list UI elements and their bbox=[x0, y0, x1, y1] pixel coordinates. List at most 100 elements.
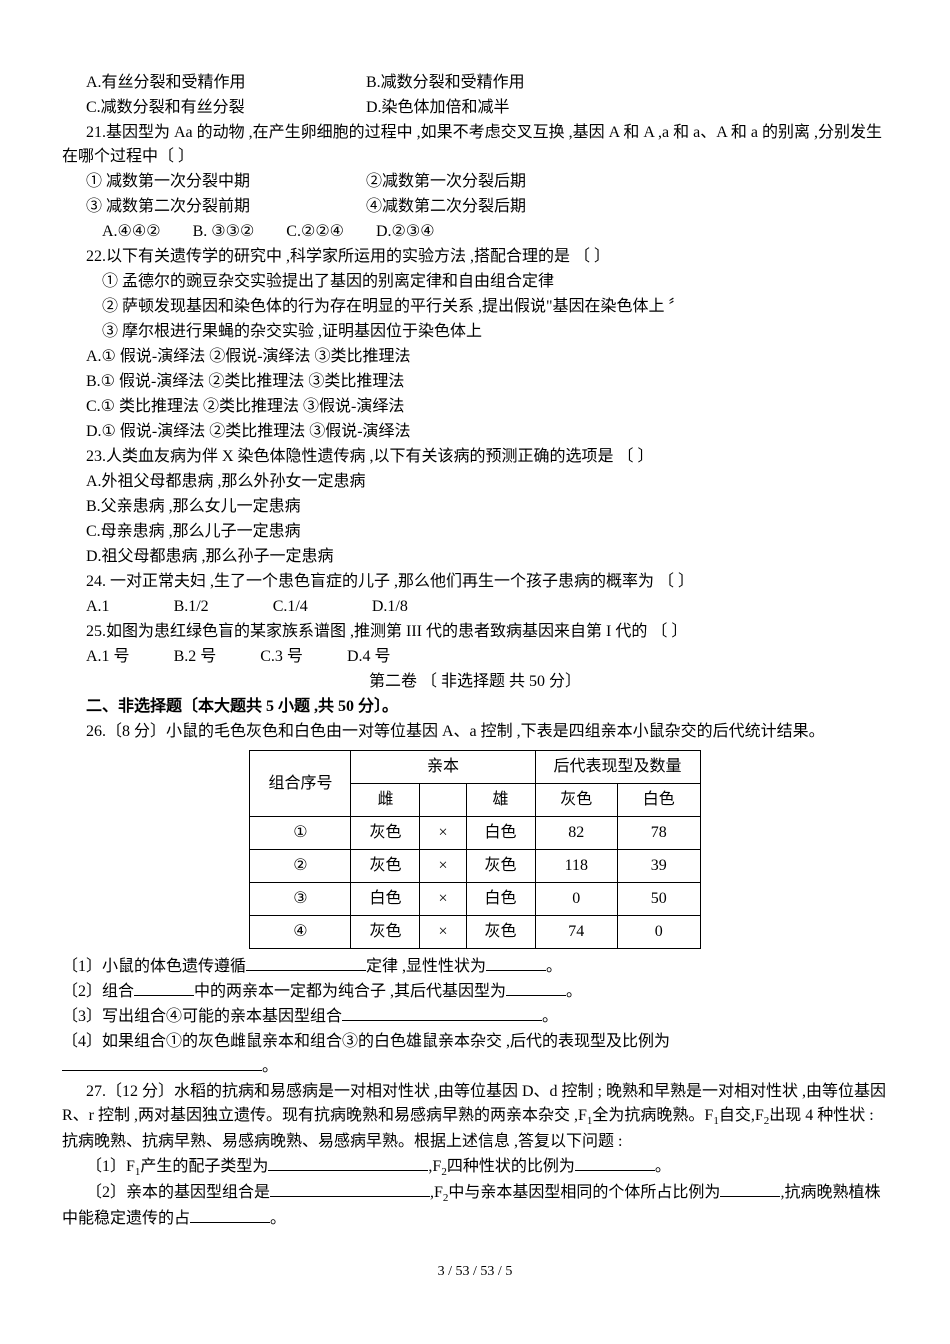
q27-stem-c: 自交,F bbox=[719, 1107, 764, 1124]
q23-B: B.父亲患病 ,那么女儿一定患病 bbox=[62, 495, 888, 519]
blank bbox=[190, 1207, 270, 1223]
q21-B: B. ③③② bbox=[193, 223, 255, 240]
q23-A: A.外祖父母都患病 ,那么外孙女一定患病 bbox=[62, 470, 888, 494]
q25-D: D.4 号 bbox=[347, 648, 391, 665]
cell-x: × bbox=[420, 883, 466, 916]
table-row: ④ 灰色 × 灰色 74 0 bbox=[250, 916, 700, 949]
cell-x: × bbox=[420, 817, 466, 850]
cell-ci: 灰色 bbox=[351, 817, 420, 850]
cell-ci: 白色 bbox=[351, 883, 420, 916]
q26-sub4c: 。 bbox=[262, 1058, 278, 1075]
q23-C: C.母亲患病 ,那么儿子一定患病 bbox=[62, 520, 888, 544]
cell-gray: 118 bbox=[535, 850, 618, 883]
q27-sub2: 〔2〕亲本的基因型组合是,F2中与亲本基因型相同的个体所占比例为,抗病晚熟植株中… bbox=[62, 1181, 888, 1231]
q26-sub1: 〔1〕小鼠的体色遗传遵循 定律 ,显性性状为 。 bbox=[62, 955, 888, 979]
q20-D: D.染色体加倍和减半 bbox=[342, 96, 888, 120]
th-blank bbox=[420, 784, 466, 817]
cell-gray: 82 bbox=[535, 817, 618, 850]
q24-C: C.1/4 bbox=[273, 598, 308, 615]
blank bbox=[134, 980, 194, 996]
q27-sub1c: ,F bbox=[428, 1158, 441, 1175]
q20-row2: C.减数分裂和有丝分裂 D.染色体加倍和减半 bbox=[62, 96, 888, 120]
q24-A: A.1 bbox=[86, 598, 110, 615]
q25-stem: 25.如图为患红绿色盲的某家族系谱图 ,推测第 III 代的患者致病基因来自第 … bbox=[62, 620, 888, 644]
q21-opt3: ③ 减数第二次分裂前期 bbox=[62, 195, 342, 219]
cell-id: ③ bbox=[250, 883, 351, 916]
q24-stem: 24. 一对正常夫妇 ,生了一个患色盲症的儿子 ,那么他们再生一个孩子患病的概率… bbox=[62, 570, 888, 594]
q21-opts2: ③ 减数第二次分裂前期 ④减数第二次分裂后期 bbox=[62, 195, 888, 219]
q24-B: B.1/2 bbox=[174, 598, 209, 615]
cell-gray: 74 bbox=[535, 916, 618, 949]
q26-sub4-blank: 。 bbox=[62, 1055, 888, 1079]
table-row: ① 灰色 × 白色 82 78 bbox=[250, 817, 700, 850]
cell-id: ② bbox=[250, 850, 351, 883]
q26-sub2c: 。 bbox=[566, 983, 582, 1000]
th-ci: 雌 bbox=[351, 784, 420, 817]
q27-sub1e: 。 bbox=[655, 1158, 671, 1175]
th-white: 白色 bbox=[618, 784, 701, 817]
q21-D: D.②③④ bbox=[376, 223, 435, 240]
q22-A: A.① 假说-演绎法 ②假说-演绎法 ③类比推理法 bbox=[62, 345, 888, 369]
cell-id: ④ bbox=[250, 916, 351, 949]
part2-title: 二、非选择题〔本大题共 5 小题 ,共 50 分〕。 bbox=[62, 695, 888, 719]
blank bbox=[506, 980, 566, 996]
blank bbox=[62, 1055, 262, 1071]
q22-C: C.① 类比推理法 ②类比推理法 ③假说-演绎法 bbox=[62, 395, 888, 419]
cell-white: 50 bbox=[618, 883, 701, 916]
q27-sub2b: ,F bbox=[430, 1184, 443, 1201]
th-parent: 亲本 bbox=[351, 751, 535, 784]
cell-x: × bbox=[420, 850, 466, 883]
section2-title: 第二卷 〔 非选择题 共 50 分〕 bbox=[62, 670, 888, 694]
q27-sub2c: 中与亲本基因型相同的个体所占比例为 bbox=[448, 1184, 720, 1201]
q25-C: C.3 号 bbox=[260, 648, 303, 665]
blank bbox=[575, 1155, 655, 1171]
q20-A: A.有丝分裂和受精作用 bbox=[62, 71, 342, 95]
q21-opt1: ① 减数第一次分裂中期 bbox=[62, 170, 342, 194]
q25-B: B.2 号 bbox=[174, 648, 217, 665]
q24-D: D.1/8 bbox=[372, 598, 408, 615]
q26-stem: 26.〔8 分〕小鼠的毛色灰色和白色由一对等位基因 A、a 控制 ,下表是四组亲… bbox=[62, 720, 888, 744]
q26-sub1c: 。 bbox=[546, 958, 562, 975]
cell-xiong: 灰色 bbox=[466, 850, 535, 883]
blank bbox=[342, 1005, 542, 1021]
th-offspring: 后代表现型及数量 bbox=[535, 751, 700, 784]
q22-s1: ① 孟德尔的豌豆杂交实验提出了基因的别离定律和自由组合定律 bbox=[62, 270, 888, 294]
q21-answers: A.④④② B. ③③② C.②②④ D.②③④ bbox=[62, 220, 888, 244]
th-xiong: 雄 bbox=[466, 784, 535, 817]
q21-A: A.④④② bbox=[102, 223, 161, 240]
q21-stem: 21.基因型为 Aa 的动物 ,在产生卵细胞的过程中 ,如果不考虑交叉互换 ,基… bbox=[62, 121, 888, 169]
cell-gray: 0 bbox=[535, 883, 618, 916]
q22-s2: ② 萨顿发现基因和染色体的行为存在明显的平行关系 ,提出假说"基因在染色体上 〞 bbox=[62, 295, 888, 319]
q26-sub1a: 〔1〕小鼠的体色遗传遵循 bbox=[62, 958, 246, 975]
cell-xiong: 白色 bbox=[466, 883, 535, 916]
cell-ci: 灰色 bbox=[351, 916, 420, 949]
cell-white: 0 bbox=[618, 916, 701, 949]
table-header-row1: 组合序号 亲本 后代表现型及数量 bbox=[250, 751, 700, 784]
q27-sub1: 〔1〕F1产生的配子类型为,F2四种性状的比例为。 bbox=[62, 1155, 888, 1181]
q26-sub3c: 。 bbox=[542, 1008, 558, 1025]
q23-stem: 23.人类血友病为伴 X 染色体隐性遗传病 ,以下有关该病的预测正确的选项是 〔… bbox=[62, 445, 888, 469]
q26-sub3a: 〔3〕写出组合④可能的亲本基因型组合 bbox=[62, 1008, 342, 1025]
q26-sub3: 〔3〕写出组合④可能的亲本基因型组合 。 bbox=[62, 1005, 888, 1029]
q21-opt4: ④减数第二次分裂后期 bbox=[342, 195, 888, 219]
cell-id: ① bbox=[250, 817, 351, 850]
blank bbox=[268, 1155, 428, 1171]
q21-opts1: ① 减数第一次分裂中期 ②减数第一次分裂后期 bbox=[62, 170, 888, 194]
blank bbox=[246, 955, 366, 971]
th-gray: 灰色 bbox=[535, 784, 618, 817]
q26-sub2: 〔2〕组合中的两亲本一定都为纯合子 ,其后代基因型为。 bbox=[62, 980, 888, 1004]
q22-stem: 22.以下有关遗传学的研究中 ,科学家所运用的实验方法 ,搭配合理的是 〔 〕 bbox=[62, 245, 888, 269]
table-row: ③ 白色 × 白色 0 50 bbox=[250, 883, 700, 916]
blank bbox=[720, 1181, 780, 1197]
cell-white: 39 bbox=[618, 850, 701, 883]
cell-xiong: 白色 bbox=[466, 817, 535, 850]
q20-row1: A.有丝分裂和受精作用 B.减数分裂和受精作用 bbox=[62, 71, 888, 95]
q21-opt2: ②减数第一次分裂后期 bbox=[342, 170, 888, 194]
page-footer: 3 / 53 / 53 / 5 bbox=[62, 1261, 888, 1282]
cell-ci: 灰色 bbox=[351, 850, 420, 883]
q27-stem-b: 全为抗病晚熟。F bbox=[592, 1107, 713, 1124]
q22-D: D.① 假说-演绎法 ②类比推理法 ③假说-演绎法 bbox=[62, 420, 888, 444]
q26-sub1b: 定律 ,显性性状为 bbox=[366, 958, 486, 975]
q27-sub2e: 。 bbox=[270, 1210, 286, 1227]
q24-answers: A.1 B.1/2 C.1/4 D.1/8 bbox=[62, 595, 888, 619]
